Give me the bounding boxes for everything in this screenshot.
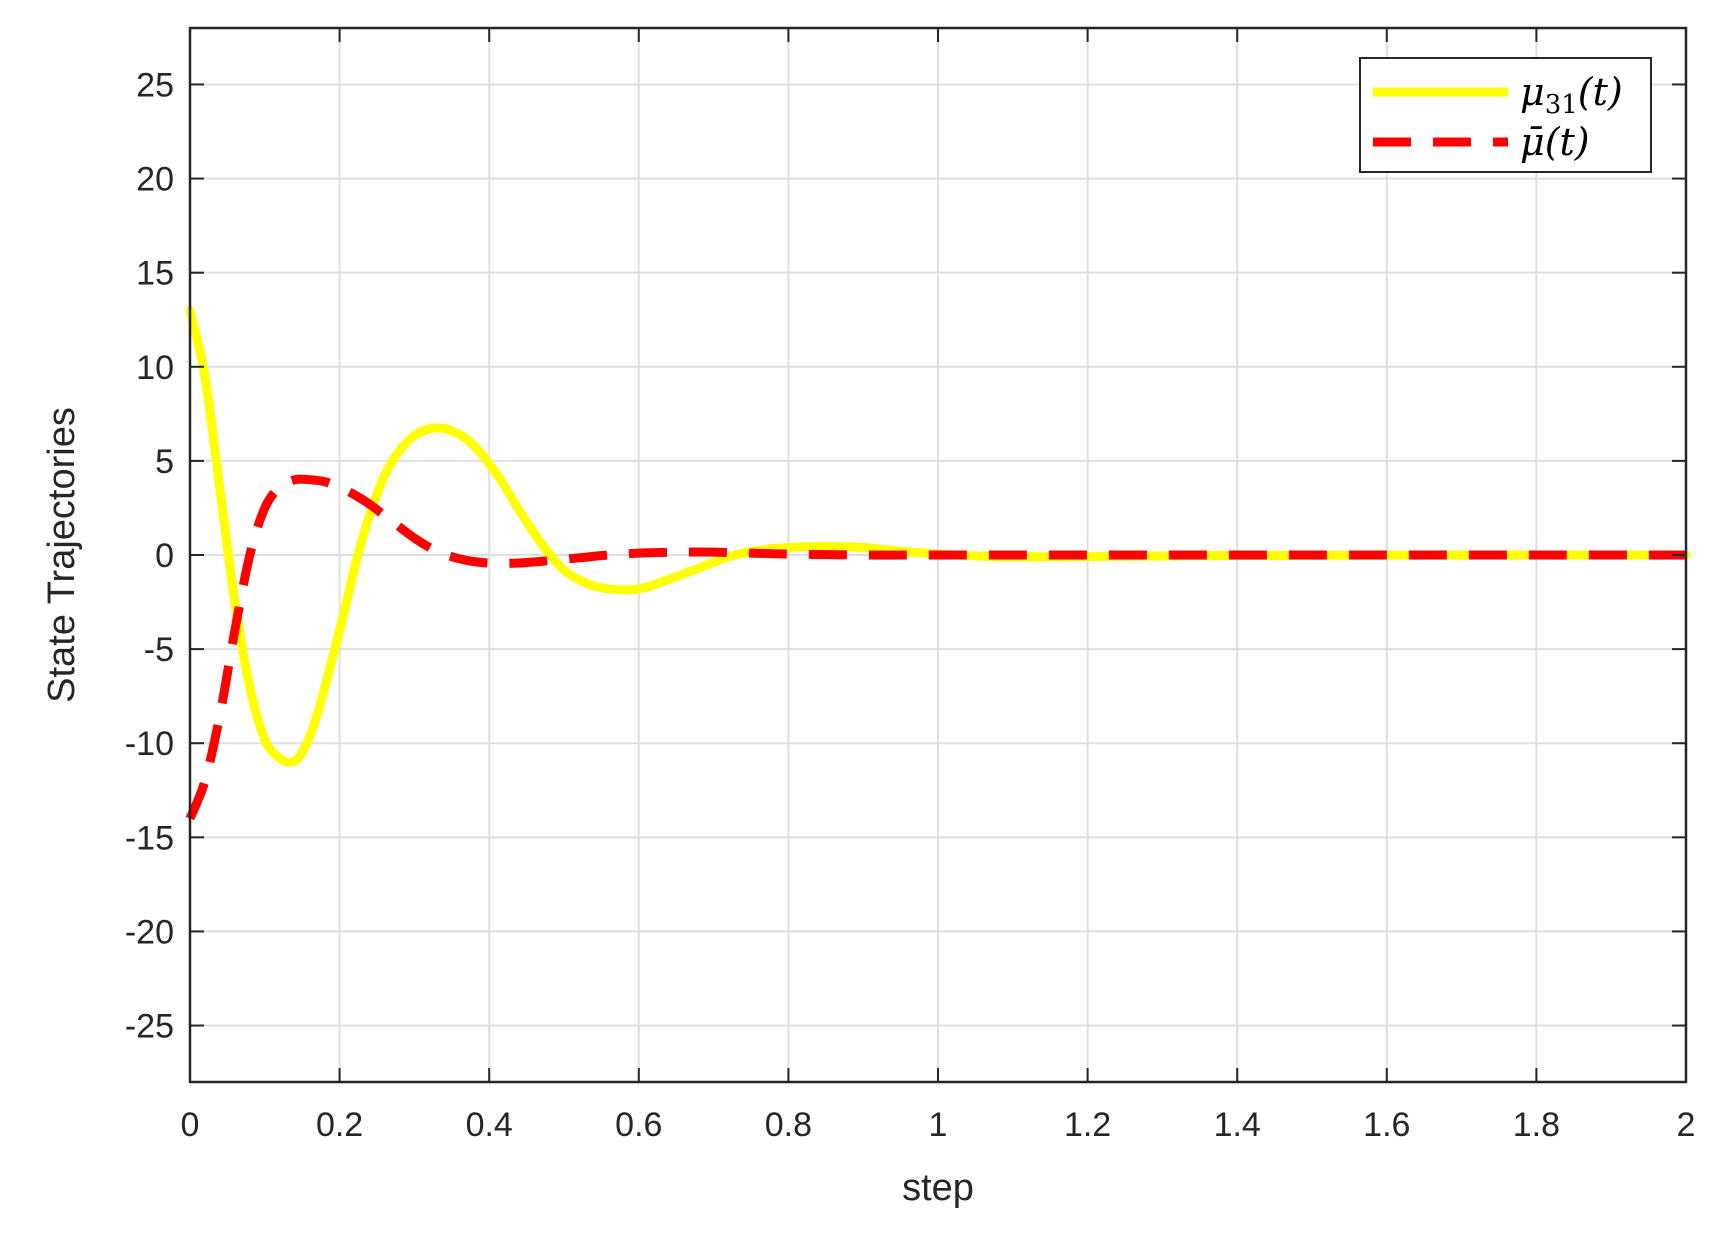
y-tick-label: -25 [125, 1008, 174, 1046]
y-tick-label: -10 [125, 725, 174, 763]
legend-label-mubar-tail: (t) [1545, 120, 1590, 164]
y-axis-label: State Trajectories [41, 407, 83, 703]
tick-labels: 0 0.2 0.4 0.6 0.8 1 1.2 1.4 1.6 1.8 2 -25 -20 -15 -10 -… [125, 66, 1696, 1144]
x-tick-label: 0.4 [466, 1106, 513, 1144]
y-tick-label: 10 [136, 349, 174, 387]
legend-label-mu31-sub: 31 [1545, 90, 1578, 120]
y-tick-label: 5 [155, 443, 174, 481]
x-tick-label: 1 [929, 1106, 948, 1144]
legend: μ31(t) μ̄(t) [1359, 57, 1652, 173]
x-tick-label: 0.8 [765, 1106, 812, 1144]
legend-label-mu31: μ31(t) [1520, 70, 1623, 120]
legend-label-mubar-main: μ̄ [1520, 120, 1545, 164]
legend-label-mu31-main: μ [1520, 70, 1545, 114]
series-layer [185, 305, 1691, 821]
x-tick-label: 0 [181, 1106, 200, 1144]
y-tick-label: 0 [155, 537, 174, 575]
y-tick-label: -5 [144, 631, 174, 669]
x-tick-label: 1.2 [1064, 1106, 1111, 1144]
y-tick-label: 20 [136, 161, 174, 199]
x-tick-label: 0.6 [615, 1106, 662, 1144]
x-tick-label: 1.6 [1363, 1106, 1410, 1144]
x-tick-label: 0.2 [316, 1106, 363, 1144]
legend-label-mubar: μ̄(t) [1520, 120, 1590, 164]
y-tick-label: 15 [136, 255, 174, 293]
y-tick-label: -15 [125, 819, 174, 857]
ticks [189, 28, 1687, 1082]
x-tick-label: 2 [1677, 1106, 1696, 1144]
series-mubar-line [185, 474, 1686, 821]
legend-box [1359, 57, 1652, 173]
legend-label-mu31-tail: (t) [1578, 70, 1623, 114]
x-axis-label: step [902, 1167, 974, 1209]
y-tick-label: 25 [136, 66, 174, 104]
x-tick-label: 1.4 [1214, 1106, 1261, 1144]
y-tick-label: -20 [125, 913, 174, 951]
x-tick-label: 1.8 [1513, 1106, 1560, 1144]
